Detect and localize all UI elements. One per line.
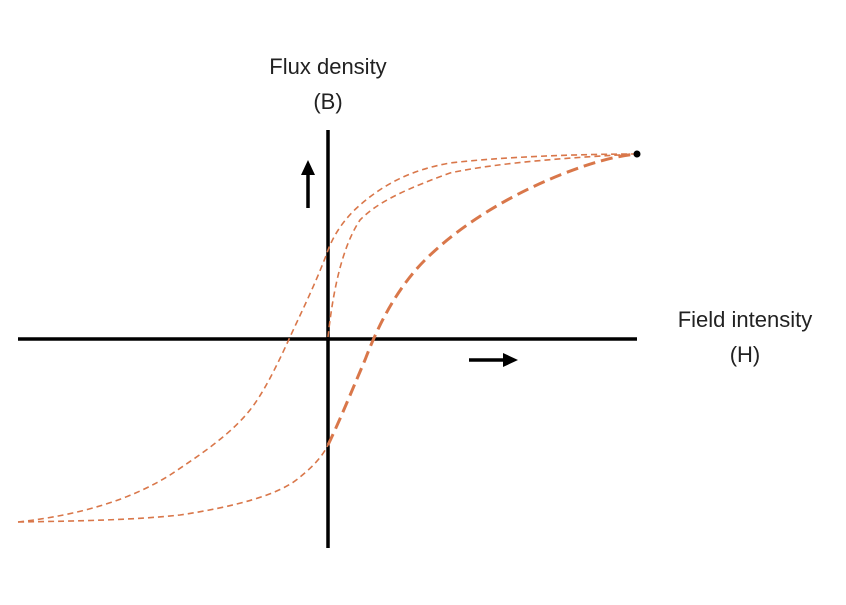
y-axis-title: Flux density — [269, 54, 387, 79]
saturation-point — [633, 150, 641, 158]
up-arrow-icon — [301, 160, 315, 208]
initial-magnetization-curve — [327, 153, 638, 338]
y-axis-symbol: (B) — [313, 89, 343, 114]
lower-hysteresis-branch-bold — [326, 152, 638, 446]
x-axis-symbol: (H) — [729, 342, 761, 367]
right-arrow-icon — [469, 353, 518, 367]
x-axis-title: Field intensity — [677, 307, 813, 332]
lower-hysteresis-branch — [17, 444, 329, 523]
upper-hysteresis-branch — [17, 153, 638, 523]
